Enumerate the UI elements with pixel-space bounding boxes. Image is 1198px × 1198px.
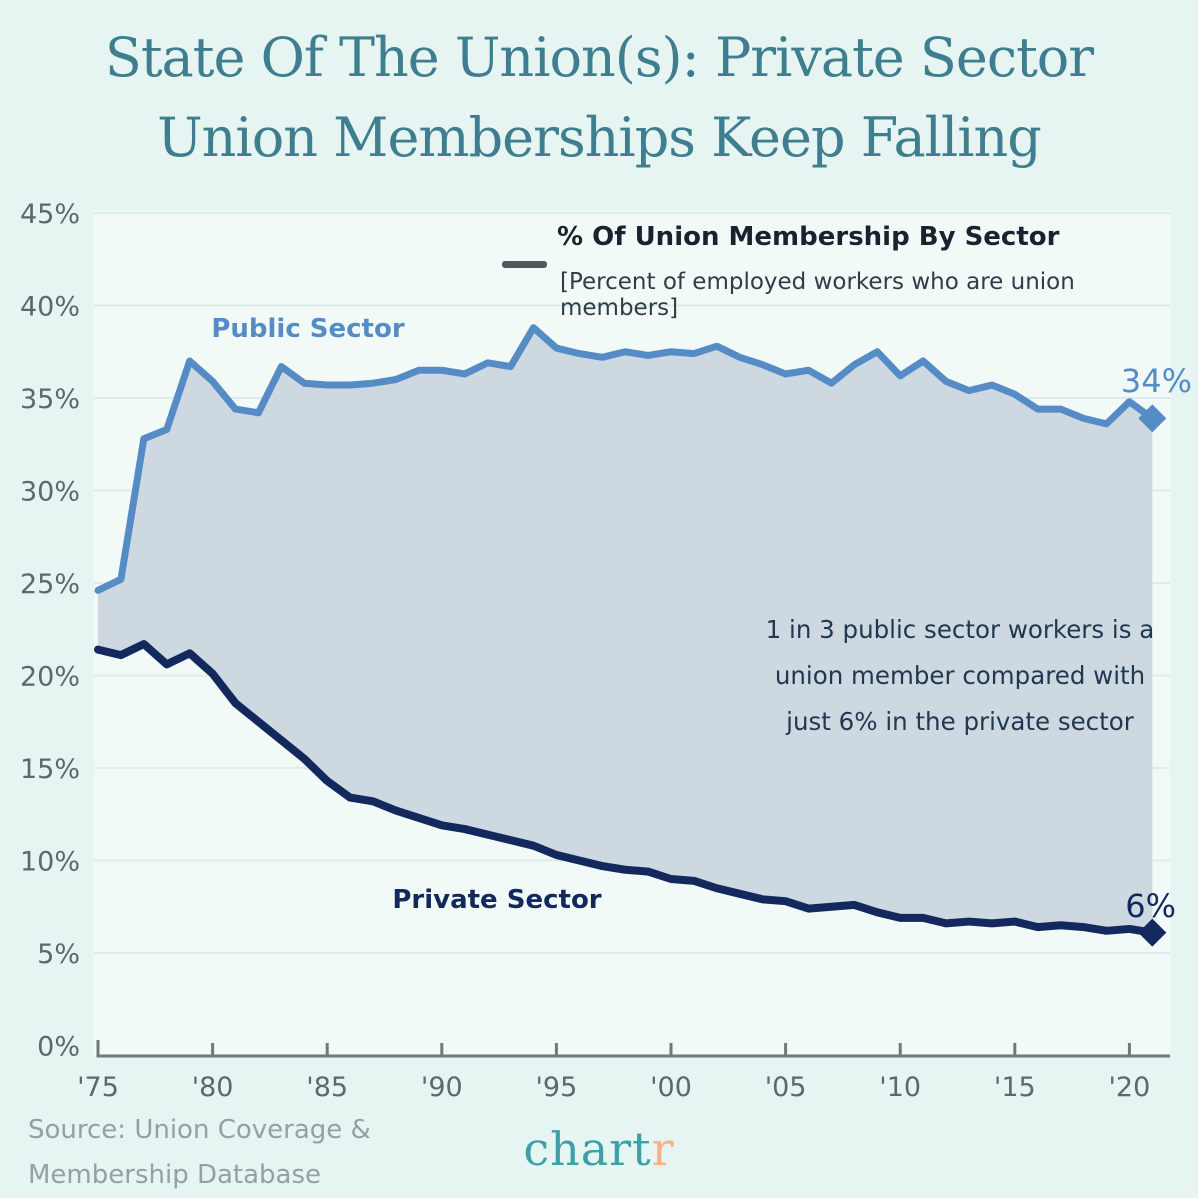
legend-dash-icon: [502, 261, 547, 268]
private-sector-label: Private Sector: [392, 885, 601, 915]
source-credit: Source: Union Coverage & Membership Data…: [28, 1108, 371, 1198]
x-tick-label: '00: [650, 1072, 692, 1103]
legend-subtitle: [Percent of employed workers who are uni…: [560, 269, 1075, 321]
x-tick-label: '15: [994, 1072, 1036, 1103]
x-tick-label: '20: [1109, 1072, 1151, 1103]
logo-r-text: r: [651, 1122, 675, 1176]
y-tick-label: 35%: [20, 384, 80, 415]
x-tick-label: '10: [879, 1072, 921, 1103]
chart-headline: State Of The Union(s): Private Sector Un…: [0, 18, 1198, 178]
x-tick-label: '90: [421, 1072, 463, 1103]
y-tick-label: 5%: [37, 939, 80, 970]
headline-line-1: State Of The Union(s): Private Sector: [104, 26, 1094, 89]
headline-line-2: Union Memberships Keep Falling: [157, 106, 1042, 169]
y-tick-label: 30%: [20, 477, 80, 508]
x-tick-label: '05: [765, 1072, 807, 1103]
source-line-1: Source: Union Coverage &: [28, 1115, 371, 1145]
public-end-value-label: 34%: [1121, 362, 1192, 400]
public-sector-label: Public Sector: [211, 314, 405, 344]
y-tick-label: 40%: [20, 292, 80, 323]
chartr-logo: chartr: [0, 1122, 1198, 1176]
annotation-line-2: union member compared with: [774, 661, 1146, 690]
public-sector-line: [94, 324, 1156, 594]
private-end-diamond-icon: [1138, 918, 1167, 947]
x-tick-label: '85: [306, 1072, 348, 1103]
x-tick-label: '95: [536, 1072, 578, 1103]
public-end-diamond-icon: [1138, 404, 1167, 433]
private-sector-line: [94, 640, 1157, 937]
y-tick-label: 25%: [20, 569, 80, 600]
private-end-value-label: 6%: [1125, 887, 1176, 925]
y-tick-label: 45%: [20, 199, 80, 230]
annotation-line-1: 1 in 3 public sector workers is a: [765, 615, 1155, 644]
source-line-2: Membership Database: [28, 1160, 322, 1190]
y-tick-label: 15%: [20, 754, 80, 785]
y-tick-label: 20%: [20, 662, 80, 693]
logo-chart-text: chart: [523, 1122, 652, 1176]
y-tick-label: 10%: [20, 847, 80, 878]
y-tick-label: 0%: [37, 1032, 80, 1063]
x-tick-label: '75: [77, 1072, 119, 1103]
chart-annotation: 1 in 3 public sector workers is a union …: [745, 607, 1175, 745]
legend-title: % Of Union Membership By Sector: [557, 222, 1060, 252]
area-between-sectors: [98, 327, 1153, 933]
x-tick-label: '80: [192, 1072, 234, 1103]
annotation-line-3: just 6% in the private sector: [786, 707, 1134, 736]
